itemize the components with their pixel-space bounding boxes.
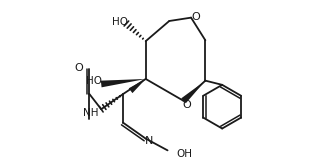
Text: HO: HO bbox=[112, 17, 128, 27]
Text: O: O bbox=[182, 100, 191, 110]
Text: HO: HO bbox=[86, 76, 102, 87]
Text: N: N bbox=[144, 136, 153, 146]
Polygon shape bbox=[101, 79, 146, 87]
Text: O: O bbox=[75, 63, 84, 73]
Text: OH: OH bbox=[177, 149, 193, 159]
Polygon shape bbox=[181, 81, 205, 103]
Polygon shape bbox=[129, 79, 146, 93]
Text: O: O bbox=[191, 12, 200, 22]
Text: NH: NH bbox=[83, 108, 99, 118]
